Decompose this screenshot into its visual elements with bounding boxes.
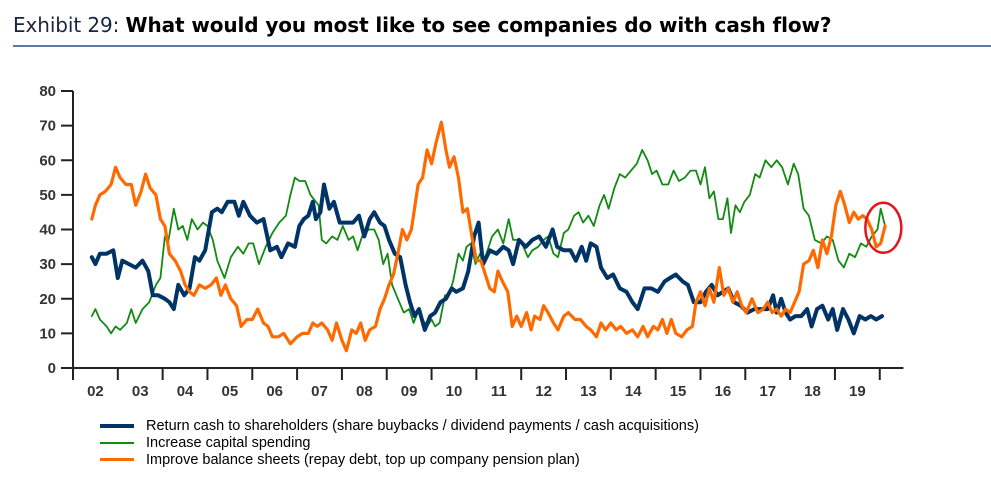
line-chart: 0 10 20 30 40 50 60 70 80 02 03 04 05 06 07 08 09 10 11 12 1… [39,83,904,400]
x-tick-label: 06 [266,383,283,400]
x-tick-label: 02 [87,383,104,400]
y-tick-label: 40 [39,222,56,239]
x-tick-label: 15 [670,383,687,400]
x-tick-label: 10 [446,383,463,400]
legend-label-capital-spending: Increase capital spending [146,434,311,451]
x-tick-label: 03 [132,383,149,400]
legend-item-balance-sheets: Improve balance sheets (repay debt, top … [100,451,699,468]
legend-swatch-balance-sheets [100,458,134,461]
y-tick-label: 10 [39,325,56,342]
y-tick-label: 70 [39,118,56,135]
y-tick-label: 60 [39,152,56,169]
legend-item-capital-spending: Increase capital spending [100,434,699,451]
y-tick-label: 30 [39,256,56,273]
y-tick-label: 80 [39,83,56,100]
exhibit-title: Exhibit 29: What would you most like to … [13,13,832,37]
legend-swatch-return-cash [100,423,134,428]
x-tick-label: 18 [804,383,821,400]
x-tick-label: 08 [356,383,373,400]
axes: 0 10 20 30 40 50 60 70 80 02 03 04 05 06 07 08 09 10 11 12 1… [39,83,904,400]
x-tick-label: 04 [177,383,194,400]
y-tick-label: 0 [48,360,56,377]
x-tick-label: 16 [715,383,732,400]
x-tick-label: 11 [491,383,507,400]
x-tick-label: 12 [535,383,552,400]
x-tick-label: 09 [401,383,418,400]
x-tick-label: 17 [759,383,776,400]
exhibit-label: Exhibit 29: [13,13,120,37]
x-tick-label: 05 [222,383,239,400]
legend-item-return-cash: Return cash to shareholders (share buyba… [100,417,699,434]
legend: Return cash to shareholders (share buyba… [100,417,699,468]
series-lines [89,120,887,353]
y-tick-label: 50 [39,187,56,204]
legend-label-balance-sheets: Improve balance sheets (repay debt, top … [146,451,580,468]
x-tick-label: 14 [625,383,642,400]
x-tick-label: 07 [311,383,328,400]
x-tick-label: 13 [580,383,597,400]
y-tick-label: 20 [39,291,56,308]
x-tick-label: 19 [849,383,866,400]
series-line-return-cash [89,182,884,336]
legend-label-return-cash: Return cash to shareholders (share buyba… [146,417,699,434]
title-rule [13,45,991,47]
exhibit-question: What would you most like to see companie… [125,13,832,37]
highlight-circle [864,201,903,255]
series-line-balance-sheets [90,120,887,353]
legend-swatch-capital-spending [100,441,134,444]
